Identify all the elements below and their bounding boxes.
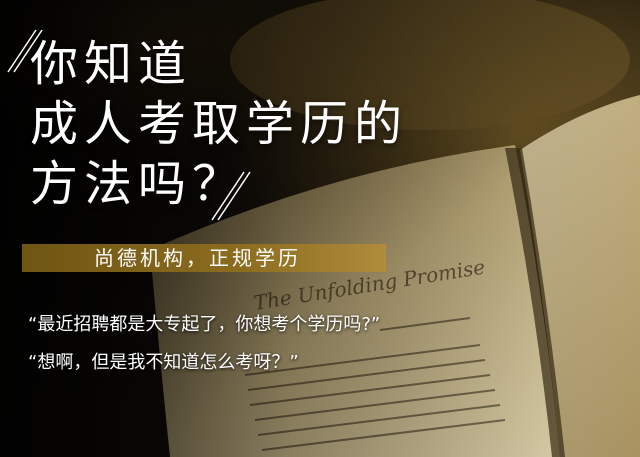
headline-line-1: 你知道 xyxy=(30,36,193,92)
headline: 你知道 成人考取学历的 方法吗？ xyxy=(30,34,408,214)
highlight-banner: 尚德机构，正规学历 xyxy=(22,244,386,272)
headline-line-3: 方法吗？ xyxy=(30,156,247,212)
quote-1: “最近招聘都是大专起了，你想考个学历吗?” xyxy=(28,314,381,335)
headline-line-2: 成人考取学历的 xyxy=(30,96,409,152)
quote-2: “想啊，但是我不知道怎么考呀？” xyxy=(28,352,299,373)
banner-text: 尚德机构，正规学历 xyxy=(94,246,301,270)
slash-decoration-top xyxy=(7,29,43,73)
slash-decoration-bottom xyxy=(211,171,251,221)
